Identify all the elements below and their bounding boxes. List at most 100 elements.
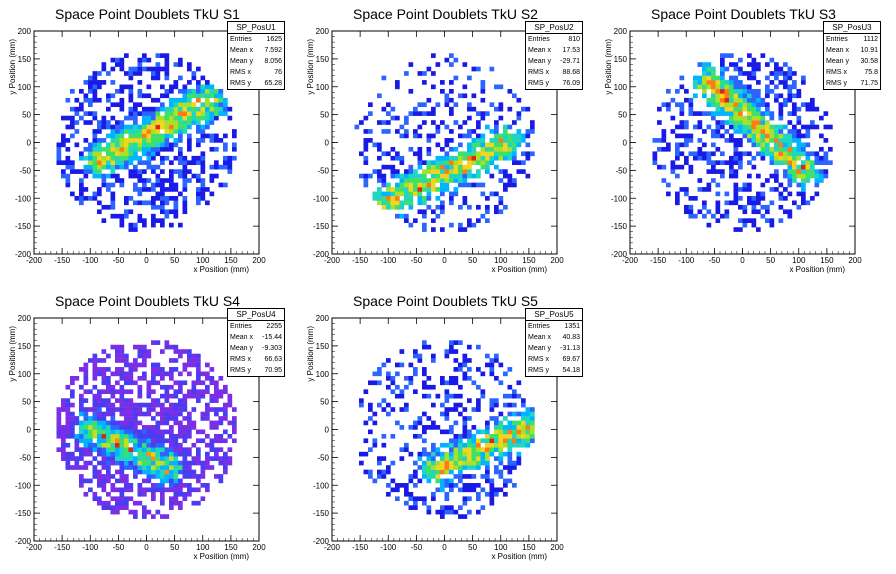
histogram-bin <box>97 393 102 399</box>
histogram-bin <box>106 398 111 403</box>
histogram-bin <box>413 420 418 426</box>
histogram-bin <box>449 393 454 399</box>
histogram-bin <box>778 115 784 121</box>
y-tick-label: 150 <box>316 342 330 351</box>
histogram-bin <box>119 133 125 139</box>
histogram-bin <box>675 142 680 148</box>
histogram-bin <box>88 460 93 466</box>
histogram-bin <box>404 200 409 206</box>
histogram-bin <box>404 487 409 493</box>
histogram-bin <box>801 200 806 206</box>
histogram-bin <box>783 160 788 165</box>
histogram-bin <box>485 124 490 130</box>
histogram-bin <box>751 218 757 223</box>
histogram-bin <box>61 425 66 430</box>
histogram-bin <box>783 124 788 130</box>
histogram-bin <box>765 84 770 90</box>
histogram-bin <box>381 173 387 179</box>
histogram-bin <box>178 384 183 390</box>
histogram-bin <box>169 393 174 399</box>
histogram-bin <box>706 62 712 67</box>
stats-key: RMS x <box>528 356 549 363</box>
histogram-bin <box>65 138 71 143</box>
histogram-bin <box>720 213 725 219</box>
histogram-bin <box>426 182 432 188</box>
histogram-bin <box>97 469 102 475</box>
histogram-bin <box>119 129 125 134</box>
histogram-bin <box>97 80 102 85</box>
histogram-bin <box>92 425 98 430</box>
histogram-bin <box>417 465 423 470</box>
histogram-bin <box>218 389 224 395</box>
histogram-bin <box>390 164 396 170</box>
histogram-bin <box>155 442 161 448</box>
histogram-bin <box>232 133 237 139</box>
histogram-bin <box>738 124 743 130</box>
histogram-bin <box>146 411 152 417</box>
histogram-bin <box>652 155 658 161</box>
histogram-bin <box>675 146 680 152</box>
histogram-bin <box>814 182 820 188</box>
histogram-bin <box>354 124 360 130</box>
histogram-bin <box>196 460 201 466</box>
histogram-bin <box>738 84 743 90</box>
histogram-bin <box>823 111 829 116</box>
histogram-bin <box>435 178 441 183</box>
histogram-bin <box>525 142 531 148</box>
histogram-bin <box>489 407 495 412</box>
stats-key: RMS y <box>230 80 251 87</box>
histogram-bin <box>408 474 414 479</box>
histogram-bin <box>164 340 170 345</box>
histogram-bin <box>444 169 450 174</box>
histogram-bin <box>652 151 658 157</box>
histogram-bin <box>733 151 739 157</box>
histogram-bin <box>169 411 174 417</box>
histogram-bin <box>146 380 152 386</box>
histogram-bin <box>142 491 147 497</box>
histogram-bin <box>178 133 183 139</box>
histogram-bin <box>435 102 441 108</box>
histogram-bin <box>395 191 400 197</box>
histogram-bin <box>467 433 472 439</box>
histogram-bin <box>489 155 495 161</box>
histogram-bin <box>787 111 793 116</box>
histogram-bin <box>760 191 766 197</box>
histogram-bin <box>760 151 766 157</box>
histogram-bin <box>137 66 143 72</box>
histogram-bin <box>128 133 134 139</box>
histogram-bin <box>449 487 454 493</box>
stats-row: RMS y 76.09 <box>526 78 582 89</box>
histogram-bin <box>729 80 734 85</box>
histogram-bin <box>715 191 721 197</box>
histogram-bin <box>778 155 784 161</box>
histogram-bin <box>485 478 490 484</box>
histogram-bin <box>706 182 712 188</box>
histogram-bin <box>449 80 454 85</box>
histogram-bin <box>124 451 129 457</box>
histogram-bin <box>92 129 98 134</box>
histogram-bin <box>458 133 463 139</box>
stats-row: RMS y 65.28 <box>228 78 284 89</box>
histogram-bin <box>729 169 734 174</box>
histogram-bin <box>214 146 219 152</box>
histogram-bin <box>765 142 770 148</box>
histogram-bin <box>151 407 156 412</box>
stats-value: 1351 <box>564 323 580 330</box>
histogram-bin <box>435 447 441 452</box>
histogram-bin <box>449 222 454 228</box>
histogram-bin <box>485 111 490 116</box>
histogram-bin <box>462 442 468 448</box>
histogram-bin <box>724 191 730 197</box>
histogram-bin <box>191 353 197 359</box>
histogram-bin <box>494 456 499 461</box>
histogram-bin <box>79 169 84 174</box>
histogram-bin <box>196 124 201 130</box>
histogram-bin <box>774 62 779 67</box>
histogram-bin <box>169 120 174 125</box>
histogram-bin <box>516 425 522 430</box>
histogram-bin <box>828 160 833 165</box>
histogram-bin <box>422 393 427 399</box>
histogram-bin <box>359 402 364 408</box>
histogram-bin <box>657 120 662 125</box>
histogram-bin <box>747 133 752 139</box>
